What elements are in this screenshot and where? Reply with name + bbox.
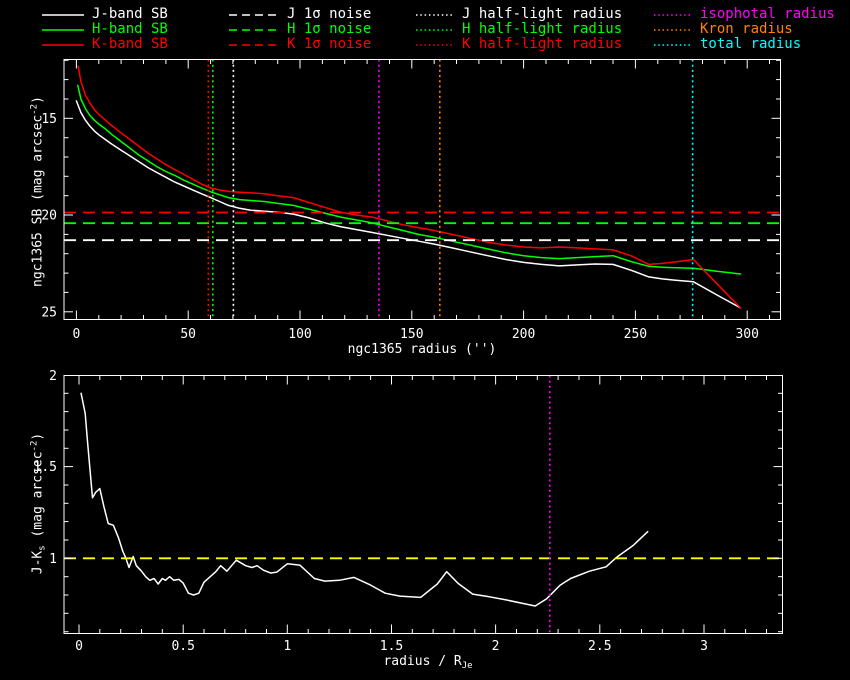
x-tick-label: 250 [624, 327, 647, 342]
k-half-light-radius-legend-swatch [416, 44, 454, 46]
plot-border [63, 375, 783, 634]
bottom-ylabel-subscript: s [37, 545, 48, 551]
bottom-x-axis-title: radius / RJe [278, 654, 578, 671]
bottom-ylabel-close: ) [30, 432, 46, 441]
bottom-xlabel-subscript: Je [461, 661, 473, 671]
tick-labels: 0 50 100 150 200 250 300 15 20 25 [41, 112, 759, 342]
isophotal-radius-legend-swatch [654, 14, 690, 16]
j-ks-color-profile-curve [80, 392, 649, 607]
x-tick-label: 1 [283, 639, 291, 654]
kron-radius-legend-label: Kron radius [700, 21, 793, 37]
top-ylabel-text: ngc1365 SB (mag arcsec [30, 114, 46, 287]
y-tick-label: 20 [41, 209, 57, 224]
h-band-sb-legend-label: H-band SB [92, 21, 168, 37]
x-tick-label: 0.5 [171, 639, 194, 654]
bottom-plot: 0 0.5 1 1.5 2 2.5 3 1 1.5 2 [34, 369, 783, 654]
bottom-xlabel-text: radius / R [383, 654, 462, 669]
j-band-sb-curve [75, 100, 742, 309]
x-tick-label: 0 [72, 327, 80, 342]
x-tick-label: 200 [512, 327, 535, 342]
k-band-sb-curve [77, 65, 742, 309]
top-plot: 0 50 100 150 200 250 300 15 20 25 [41, 59, 781, 342]
j-half-light-radius-legend-label: J half-light radius [462, 6, 623, 22]
ticks [64, 59, 781, 320]
x-tick-label: 50 [180, 327, 196, 342]
top-x-axis-title: ngc1365 radius ('') [347, 342, 497, 357]
k-band-sb-legend-swatch [42, 44, 84, 46]
x-tick-label: 0 [75, 639, 83, 654]
h-band-sb-legend-swatch [42, 29, 84, 31]
k-1σ-noise-legend-label: K 1σ noise [287, 36, 372, 52]
x-tick-label: 1.5 [380, 639, 403, 654]
k-1σ-noise-legend-swatch [229, 44, 278, 46]
ticks [64, 375, 783, 634]
h-half-light-radius-legend-swatch [416, 29, 454, 31]
bottom-ylabel-mid: (mag arcsec [30, 451, 46, 546]
bottom-y-axis-title: J-Ks (mag arcsec-2) [29, 354, 48, 654]
j-1σ-noise-legend-swatch [229, 14, 278, 16]
y-tick-label: 1.5 [34, 460, 57, 475]
h-1σ-noise-legend-label: H 1σ noise [287, 21, 372, 37]
j-half-light-radius-legend-swatch [416, 14, 454, 16]
total-radius-legend-label: total radius [700, 36, 802, 52]
kron-radius-legend-swatch [654, 29, 690, 31]
bottom-ylabel-superscript: -2 [29, 440, 40, 452]
x-tick-label: 2.5 [588, 639, 611, 654]
plot-border [63, 59, 781, 320]
isophotal-radius-legend-label: isophotal radius [700, 6, 835, 22]
y-tick-label: 25 [41, 305, 57, 320]
k-band-sb-legend-label: K-band SB [92, 36, 168, 52]
h-1σ-noise-legend-swatch [229, 29, 278, 31]
x-tick-label: 150 [400, 327, 423, 342]
total-radius-legend-swatch [654, 44, 690, 46]
x-tick-label: 2 [492, 639, 500, 654]
h-band-sb-curve [77, 84, 742, 275]
h-half-light-radius-legend-label: H half-light radius [462, 21, 623, 37]
x-tick-label: 300 [735, 327, 758, 342]
bottom-ylabel-text: J-K [30, 550, 46, 575]
y-tick-label: 15 [41, 112, 57, 127]
j-band-sb-legend-swatch [42, 14, 84, 16]
j-1σ-noise-legend-label: J 1σ noise [287, 6, 372, 22]
x-tick-label: 3 [700, 639, 708, 654]
j-band-sb-legend-label: J-band SB [92, 6, 168, 22]
y-tick-label: 2 [49, 369, 57, 384]
top-y-axis-title: ngc1365 SB (mag arcsec-2) [29, 42, 46, 342]
top-ylabel-superscript: -2 [29, 103, 40, 115]
tick-labels: 0 0.5 1 1.5 2 2.5 3 1 1.5 2 [34, 369, 708, 654]
y-tick-label: 1 [49, 552, 57, 567]
k-half-light-radius-legend-label: K half-light radius [462, 36, 623, 52]
x-tick-label: 100 [288, 327, 311, 342]
